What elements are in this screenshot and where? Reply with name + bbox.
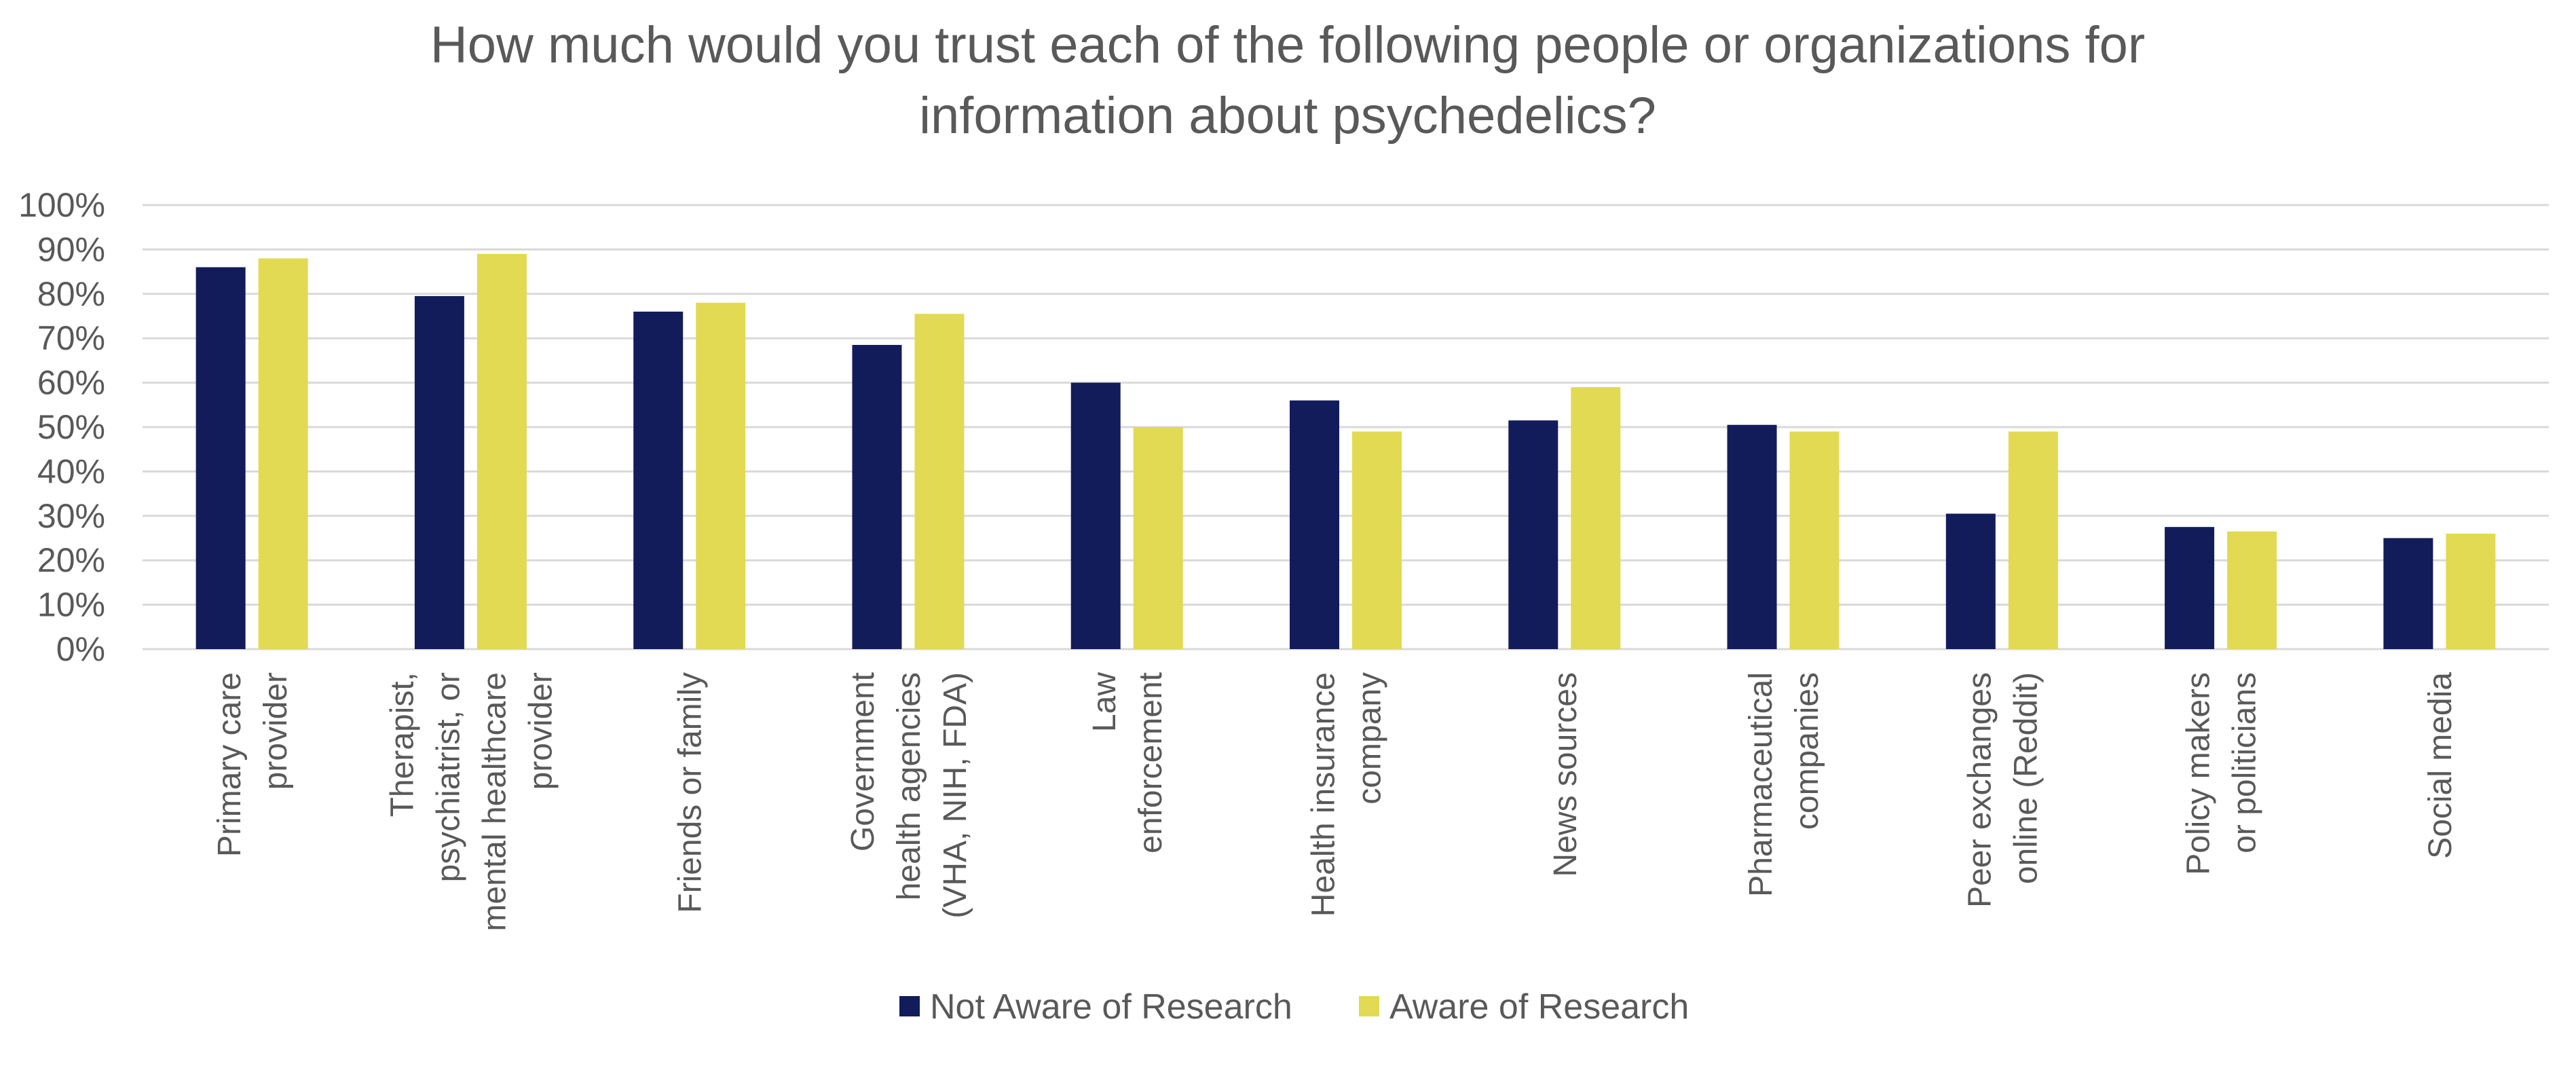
x-tick-label: News sources — [1548, 672, 1584, 877]
y-tick-label: 90% — [37, 230, 105, 268]
legend-label: Not Aware of Research — [930, 987, 1292, 1027]
legend-label: Aware of Research — [1389, 987, 1689, 1027]
bars — [195, 253, 2496, 650]
y-tick-label: 20% — [37, 541, 105, 579]
bar-aware-3 — [914, 314, 965, 649]
bar-not-aware-1 — [414, 296, 464, 649]
bar-aware-7 — [1789, 431, 1840, 649]
bar-not-aware-10 — [2383, 538, 2433, 649]
y-tick-label: 0% — [56, 630, 105, 668]
bar-not-aware-8 — [1945, 513, 1996, 649]
gridlines — [143, 204, 2549, 650]
legend-swatch-aware — [1359, 996, 1379, 1016]
y-tick-label: 40% — [37, 452, 105, 490]
bar-not-aware-0 — [195, 267, 246, 649]
y-tick-label: 60% — [37, 364, 105, 402]
bar-aware-8 — [2008, 431, 2058, 649]
bar-aware-10 — [2446, 533, 2496, 649]
y-axis-ticks: 0% 10% 20% 30% 40% 50% 60% 70% 80% 90% 100% — [18, 186, 105, 668]
bar-not-aware-5 — [1290, 400, 1339, 649]
x-tick-label: Government health agencies (VHA, NIH, FDA) — [845, 672, 973, 919]
bar-aware-6 — [1571, 387, 1621, 649]
bar-not-aware-2 — [633, 311, 684, 649]
bar-not-aware-6 — [1508, 420, 1558, 649]
y-tick-label: 30% — [37, 497, 105, 535]
bar-aware-2 — [696, 302, 746, 649]
bar-aware-9 — [2227, 531, 2277, 649]
bar-aware-1 — [477, 253, 527, 649]
chart-title-line: How much would you trust each of the fol… — [430, 16, 2145, 74]
bar-not-aware-3 — [852, 345, 902, 649]
bar-not-aware-7 — [1727, 424, 1777, 649]
x-tick-label: Law enforcement — [1087, 672, 1169, 853]
bar-aware-4 — [1133, 427, 1183, 649]
legend: Not Aware of Research Aware of Research — [899, 987, 1689, 1027]
chart-title: How much would you trust each of the fol… — [430, 16, 2145, 145]
y-tick-label: 50% — [37, 408, 105, 446]
x-axis-labels: Primary care provider Therapist, psychiatri… — [212, 672, 2459, 932]
chart-title-line: information about psychedelics? — [919, 87, 1656, 145]
x-tick-label: Pharmaceutical companies — [1743, 672, 1825, 897]
bar-not-aware-9 — [2165, 527, 2215, 649]
bar-not-aware-4 — [1070, 382, 1121, 649]
bar-aware-0 — [258, 258, 308, 650]
y-tick-label: 10% — [37, 586, 105, 624]
x-tick-label: Policy makers or politicians — [2181, 672, 2263, 875]
y-tick-label: 70% — [37, 319, 105, 357]
x-tick-label: Primary care provider — [212, 672, 294, 857]
x-tick-label: Health insurance company — [1306, 672, 1388, 917]
x-tick-label: Social media — [2423, 672, 2459, 859]
x-tick-label: Friends or family — [673, 672, 709, 913]
y-tick-label: 80% — [37, 275, 105, 313]
legend-swatch-not-aware — [899, 996, 920, 1016]
bar-aware-5 — [1352, 431, 1402, 649]
y-tick-label: 100% — [18, 186, 105, 224]
x-tick-label: Peer exchanges online (Reddit) — [1962, 672, 2044, 908]
x-tick-label: Therapist, psychiatrist, or mental healthc… — [384, 672, 559, 932]
